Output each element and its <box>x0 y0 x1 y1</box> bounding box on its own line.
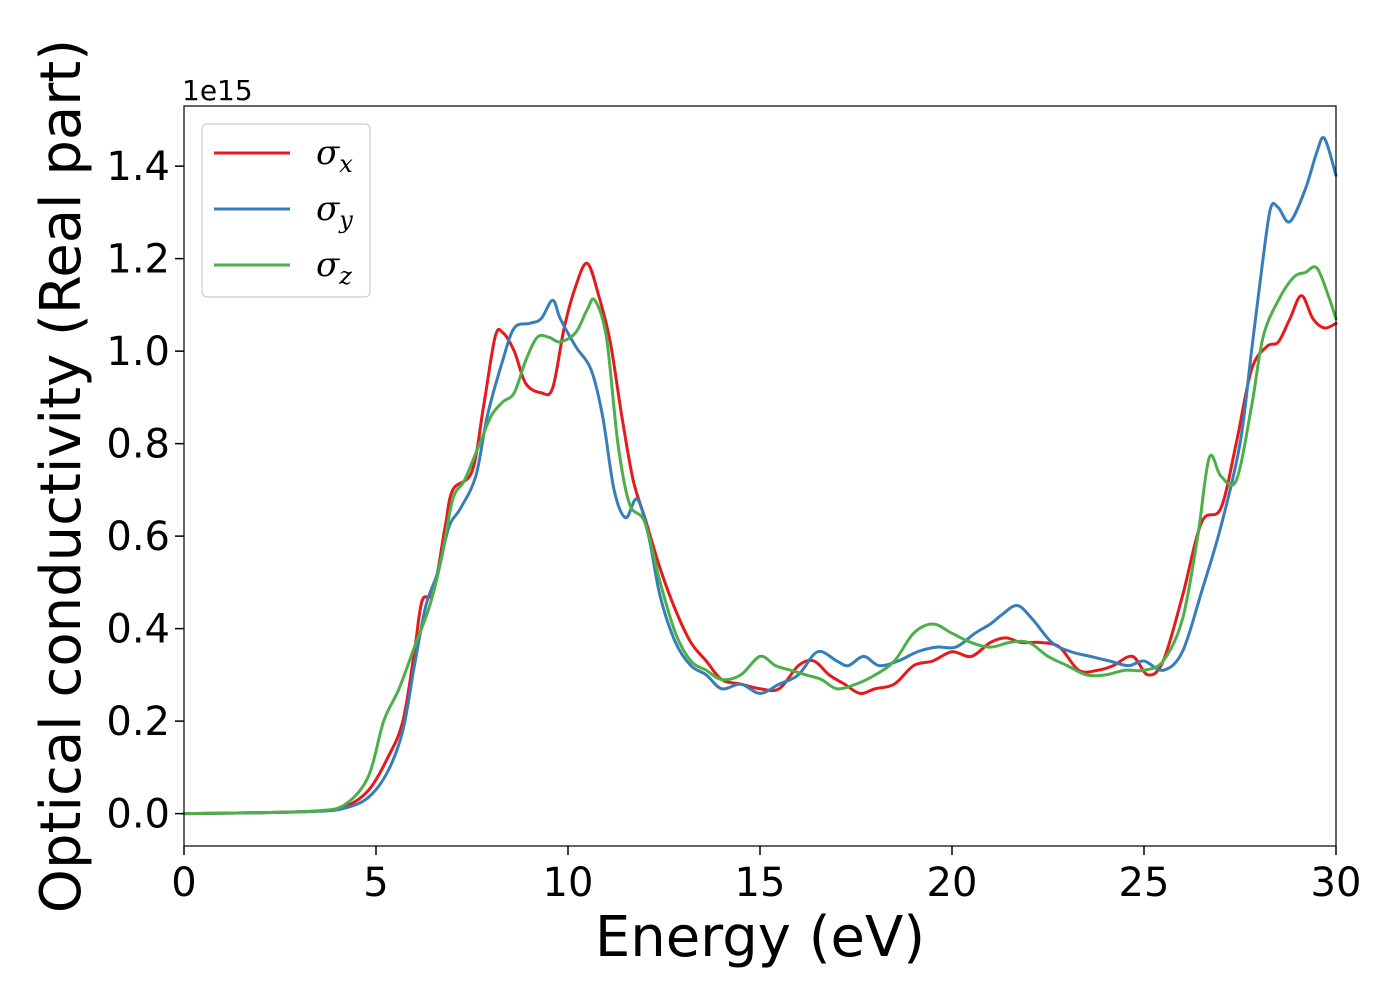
y-tick-label: 1.4 <box>106 144 170 190</box>
y-offset-label: 1e15 <box>182 74 253 107</box>
legend-label-y: σy <box>316 189 353 234</box>
x-tick-label: 30 <box>1311 860 1362 906</box>
y-tick-label: 1.0 <box>106 329 170 375</box>
legend-label-x: σx <box>316 133 353 178</box>
x-tick-label: 10 <box>543 860 594 906</box>
x-tick-label: 0 <box>171 860 196 906</box>
y-tick-label: 0.2 <box>106 699 170 745</box>
x-tick-label: 25 <box>1119 860 1170 906</box>
x-tick-label: 20 <box>927 860 978 906</box>
y-tick-label: 0.8 <box>106 422 170 468</box>
series-line-z <box>182 265 1338 816</box>
y-tick-label: 0.4 <box>106 607 170 653</box>
series-line-y <box>182 136 1338 816</box>
series-line-x <box>182 261 1338 816</box>
y-axis-label: Optical conductivity (Real part) <box>29 39 94 913</box>
x-tick-label: 15 <box>735 860 786 906</box>
y-axis: 0.0 0.2 0.4 0.6 0.8 1.0 1.2 1.4 <box>106 144 184 838</box>
x-axis-label: Energy (eV) <box>595 905 925 970</box>
y-tick-label: 0.6 <box>106 514 170 560</box>
y-tick-label: 1.2 <box>106 237 170 283</box>
plot-lines <box>182 136 1338 816</box>
y-tick-label: 0.0 <box>106 792 170 838</box>
legend-label-z: σz <box>316 245 352 290</box>
x-axis: 0 5 10 15 20 25 30 <box>171 846 1361 906</box>
legend: σx σy σz <box>201 123 371 298</box>
x-tick-label: 5 <box>363 860 388 906</box>
